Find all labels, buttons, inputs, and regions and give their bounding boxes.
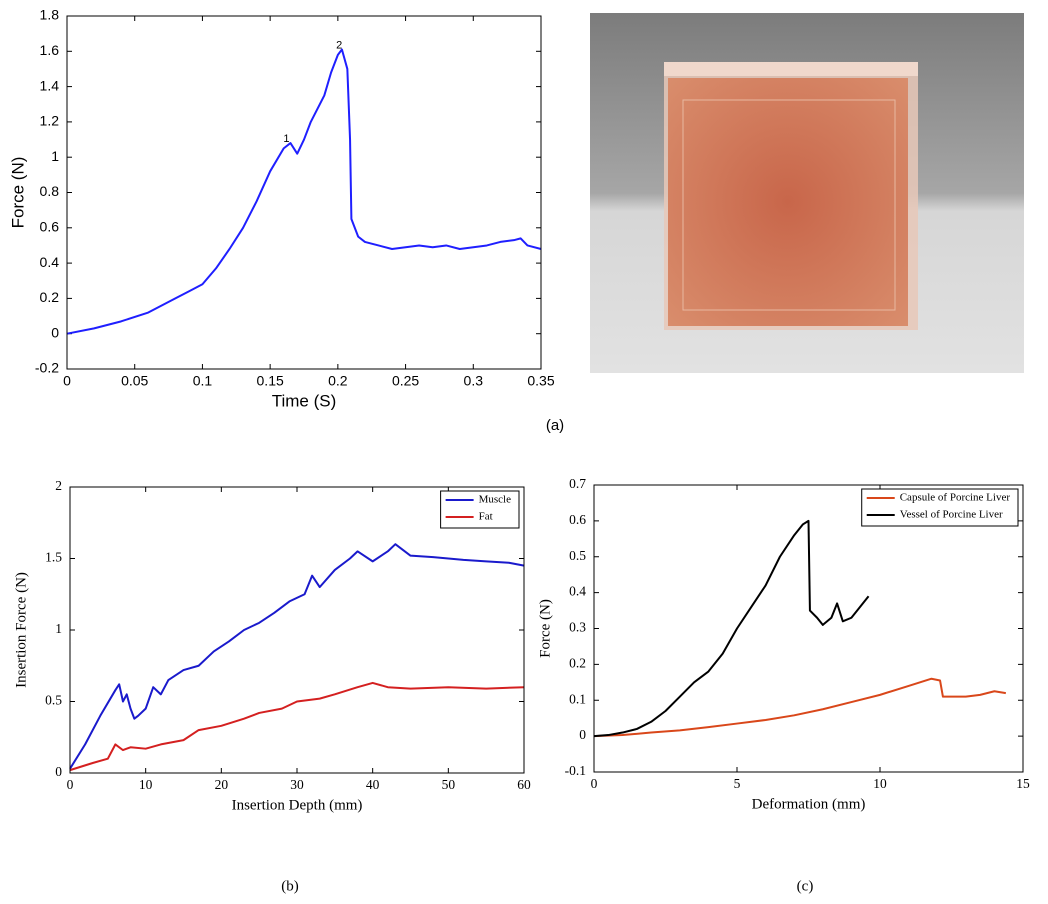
chart: 0 10 20 30 40 50 60 0 0.5 1 1.5 2 Insertion Depth (m… [13, 478, 531, 894]
x-tick-label: 60 [517, 777, 531, 792]
specimen-photo [590, 13, 1024, 373]
x-tick-label: 0 [591, 776, 598, 791]
y-tick-label: 1.2 [40, 113, 60, 129]
y-tick-label: 0.4 [569, 584, 586, 599]
caption: (c) [797, 878, 814, 894]
y-tick-label: -0.2 [35, 360, 59, 376]
y-tick-label: 1.5 [45, 550, 62, 565]
figure: 00.050.10.150.20.250.30.35-0.200.20.40.6… [0, 0, 1048, 904]
legend-label: Vessel of Porcine Liver [900, 509, 1003, 521]
y-tick-label: 1.6 [40, 42, 60, 58]
y-tick-label: 0.2 [569, 655, 586, 670]
y-axis-label: Insertion Force (N) [13, 572, 29, 688]
caption: (a) [546, 417, 564, 434]
y-tick-label: 0.2 [40, 289, 60, 305]
x-tick-label: 40 [366, 777, 380, 792]
y-tick-label: 0.5 [45, 693, 62, 708]
y-tick-label: 2 [55, 478, 62, 493]
annotation: 1 [283, 133, 289, 145]
y-tick-label: 0.5 [569, 548, 586, 563]
plot-area [70, 487, 524, 773]
legend: Muscle Fat [441, 491, 519, 528]
y-tick-label: 0.6 [569, 512, 586, 527]
x-tick-label: 10 [139, 777, 153, 792]
x-tick-label: 20 [215, 777, 229, 792]
x-axis-label: Deformation (mm) [752, 796, 866, 812]
x-tick-label: 0.35 [527, 373, 554, 389]
x-axis-label: Insertion Depth (mm) [232, 797, 363, 813]
annotation: 2 [336, 39, 342, 51]
x-tick-label: 0.25 [392, 373, 419, 389]
y-tick-label: 0.6 [40, 219, 60, 235]
x-tick-label: 0 [63, 373, 71, 389]
y-tick-label: 0.3 [569, 620, 586, 635]
x-tick-label: 5 [734, 776, 741, 791]
x-tick-label: 30 [290, 777, 304, 792]
legend-label: Fat [479, 511, 493, 523]
y-tick-label: 0.8 [40, 183, 60, 199]
x-tick-label: 50 [442, 777, 456, 792]
y-tick-label: 0.1 [569, 691, 586, 706]
y-tick-label: 1 [51, 148, 59, 164]
x-axis-label: Time (S) [272, 391, 337, 410]
block-tissue [668, 78, 908, 326]
x-tick-label: 10 [873, 776, 887, 791]
x-tick-label: 15 [1016, 776, 1030, 791]
y-tick-label: 0 [51, 324, 59, 340]
x-tick-label: 0.05 [121, 373, 148, 389]
y-tick-label: 0.7 [569, 476, 586, 491]
x-tick-label: 0 [67, 777, 74, 792]
legend: Capsule of Porcine Liver Vessel of Porcin… [862, 489, 1018, 526]
legend-label: Muscle [479, 494, 512, 506]
y-axis-label: Force (N) [8, 157, 27, 229]
x-tick-label: 0.1 [193, 373, 213, 389]
y-tick-label: 0 [579, 727, 586, 742]
x-tick-label: 0.15 [257, 373, 284, 389]
y-axis-label: Force (N) [537, 599, 553, 658]
y-tick-label: 0 [55, 764, 62, 779]
caption: (b) [281, 878, 299, 894]
legend-label: Capsule of Porcine Liver [900, 492, 1011, 504]
y-tick-label: 1.4 [40, 77, 60, 93]
y-tick-label: 0.4 [40, 254, 60, 270]
x-tick-label: 0.2 [328, 373, 348, 389]
y-tick-label: -0.1 [565, 763, 586, 778]
block-top [664, 62, 918, 76]
y-tick-label: 1.8 [40, 7, 60, 23]
x-tick-label: 0.3 [464, 373, 484, 389]
chart: 0 5 10 15 -0.1 0 0.1 0.2 0.3 0.4 0.5 0.6 0.7 Deformat… [537, 476, 1030, 894]
y-tick-label: 1 [55, 621, 62, 636]
